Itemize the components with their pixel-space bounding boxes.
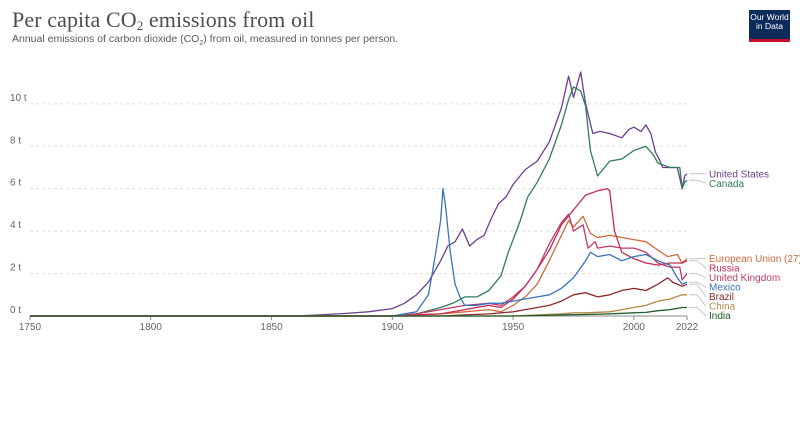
y-tick-label: 10 t: [10, 93, 27, 104]
series-line-mexico[interactable]: [30, 188, 688, 317]
series-line-united-kingdom[interactable]: [30, 213, 688, 317]
legend-connector: [689, 281, 707, 288]
legend-label[interactable]: European Union (27): [709, 254, 800, 265]
legend-connector: [689, 273, 707, 279]
legend-label[interactable]: China: [709, 302, 736, 313]
series-line-united-states[interactable]: [30, 71, 688, 317]
legend-label[interactable]: Mexico: [709, 283, 741, 294]
x-tick-label: 1900: [381, 322, 404, 333]
legend-connector: [689, 294, 707, 307]
y-axis: 0 t 2 t 4 t 6 t 8 t 10 t: [10, 93, 27, 316]
y-tick-label: 6 t: [10, 178, 21, 189]
series-line-russia[interactable]: [30, 188, 688, 317]
logo-line-1: Our World: [750, 12, 789, 22]
legend-label[interactable]: Brazil: [709, 292, 734, 303]
owid-logo[interactable]: Our World in Data: [749, 10, 790, 42]
x-tick-label: 1850: [260, 322, 283, 333]
legend-connector: [689, 179, 707, 184]
chart-subtitle: Annual emissions of carbon dioxide (CO2)…: [12, 33, 399, 48]
y-tick-label: 8 t: [10, 135, 21, 146]
chart-title: Per capita CO2 emissions from oil: [12, 7, 315, 33]
legend-label[interactable]: United States: [709, 169, 769, 180]
legend-connector: [689, 260, 707, 269]
legend-label[interactable]: Canada: [709, 179, 744, 190]
y-tick-label: 4 t: [10, 220, 21, 231]
series-line-india[interactable]: [30, 306, 687, 317]
logo-line-2: in Data: [756, 21, 783, 31]
x-tick-label: 1750: [19, 322, 42, 333]
legend-connector: [689, 307, 707, 316]
x-tick-label: 1950: [502, 322, 525, 333]
series-lines: [30, 71, 688, 317]
x-tick-label: 2022: [676, 322, 699, 333]
legend-connector: [689, 283, 707, 297]
series-line-china[interactable]: [30, 294, 687, 317]
y-tick-label: 0 t: [10, 305, 21, 316]
legend-label[interactable]: United Kingdom: [709, 273, 780, 284]
x-axis: 1750 1800 1850 1900 1950 2000 2022: [19, 316, 699, 333]
legend-label[interactable]: India: [709, 311, 731, 322]
series-line-brazil[interactable]: [30, 277, 688, 317]
series-line-canada[interactable]: [30, 86, 688, 317]
x-tick-label: 2000: [623, 322, 646, 333]
x-tick-label: 1800: [140, 322, 163, 333]
y-tick-label: 2 t: [10, 263, 21, 274]
legend-label[interactable]: Russia: [709, 264, 740, 275]
